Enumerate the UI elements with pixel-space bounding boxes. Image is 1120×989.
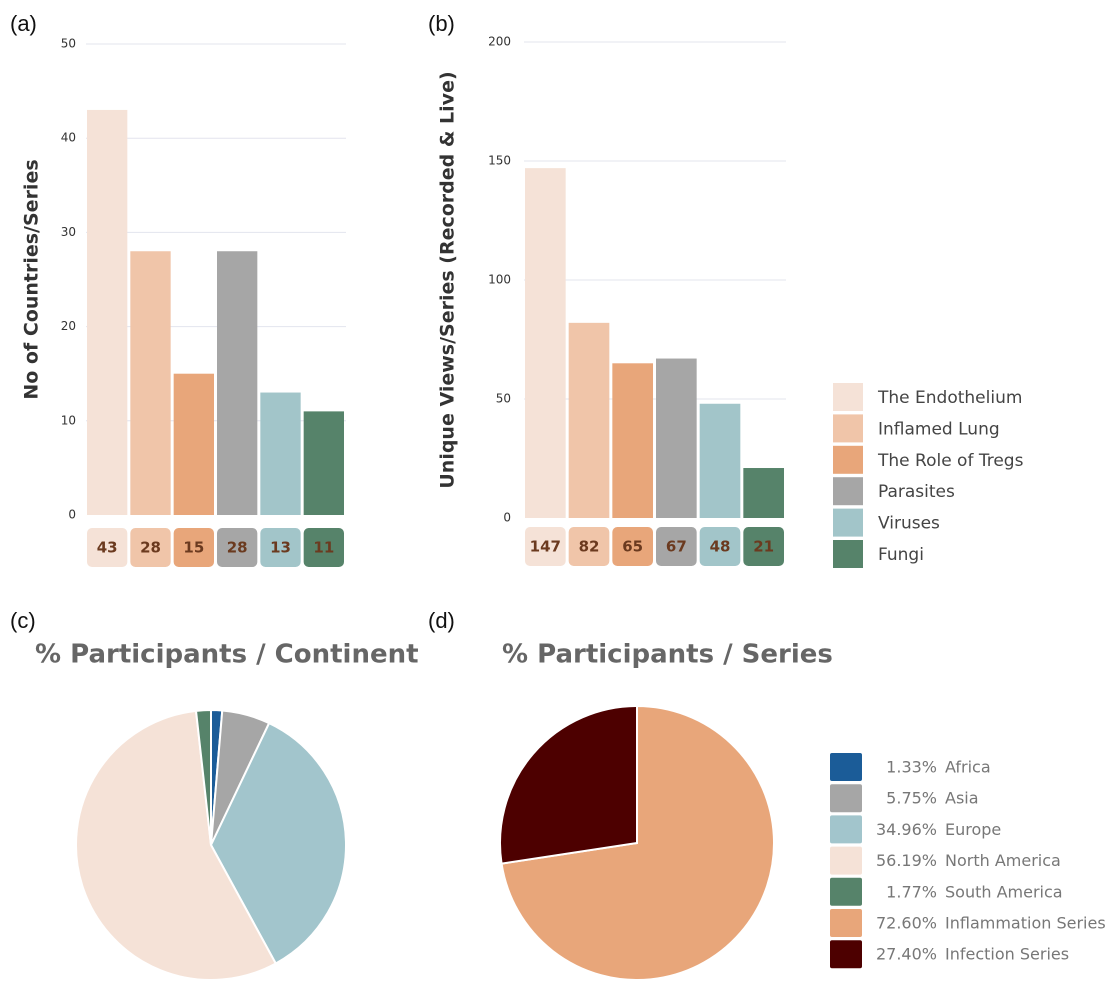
legend-label: Viruses	[878, 514, 940, 534]
y-tick-label: 50	[61, 37, 76, 51]
value-label: 28	[140, 539, 161, 557]
y-tick-label: 0	[503, 511, 511, 525]
legend-swatch	[833, 508, 863, 537]
y-tick-label: 20	[61, 319, 76, 333]
bar	[525, 168, 566, 518]
legend-swatch	[830, 753, 862, 781]
y-tick-label: 0	[68, 508, 76, 522]
pie-slice	[194, 708, 212, 846]
y-tick-label: 30	[61, 225, 76, 239]
bar	[130, 251, 171, 516]
bar	[656, 358, 697, 518]
bar	[87, 109, 128, 515]
legend-swatch	[830, 846, 862, 875]
y-tick-label: 200	[488, 35, 511, 49]
y-axis-label: No of Countries/Series	[21, 159, 43, 399]
legend-swatch	[830, 877, 862, 906]
legend-label: Inflammation Series	[945, 914, 1106, 933]
legend-value: 72.60%	[876, 914, 937, 933]
legend-value: 1.77%	[886, 882, 937, 901]
value-label-box	[130, 528, 171, 567]
value-label-box	[260, 528, 301, 567]
chart-title: % Participants / Series	[502, 640, 833, 670]
value-label-box	[525, 527, 566, 566]
value-label: 65	[622, 538, 643, 556]
legend-label: Fungi	[878, 545, 924, 565]
bar	[303, 411, 344, 515]
panel-label: (d)	[428, 608, 455, 633]
bar	[612, 363, 653, 518]
value-label: 43	[97, 539, 118, 557]
legend-swatch	[830, 784, 862, 813]
legend-swatch	[833, 383, 863, 411]
value-label: 21	[753, 538, 774, 556]
value-label-box	[612, 527, 653, 566]
legend-label: South America	[945, 882, 1063, 901]
legend-swatch	[833, 445, 863, 474]
legend-label: The Endothelium	[877, 388, 1022, 408]
legend-value: 5.75%	[886, 789, 937, 808]
value-label: 48	[710, 538, 731, 556]
legend-label: Africa	[945, 758, 991, 777]
value-label-box	[743, 527, 784, 566]
bar	[699, 403, 741, 518]
value-label: 28	[227, 539, 248, 557]
y-tick-label: 150	[488, 154, 511, 168]
value-label-box	[173, 528, 214, 567]
value-label: 147	[530, 538, 561, 556]
y-tick-label: 40	[61, 131, 76, 145]
panel-label: (c)	[10, 608, 36, 633]
bar	[173, 373, 214, 515]
value-label-box	[568, 527, 610, 566]
value-label: 13	[270, 539, 291, 557]
bar	[260, 392, 301, 515]
legend-value: 1.33%	[886, 758, 937, 777]
y-axis-label: Unique Views/Series (Recorded & Live)	[437, 71, 459, 488]
legend-label: North America	[945, 851, 1061, 870]
pie-slice	[75, 709, 278, 981]
legend-label: The Role of Tregs	[877, 451, 1024, 471]
pie-slice	[499, 704, 638, 865]
y-tick-label: 50	[496, 392, 511, 406]
bar	[743, 468, 784, 518]
panel-label: (b)	[428, 11, 455, 36]
value-label: 67	[666, 538, 687, 556]
legend-label: Parasites	[878, 482, 955, 502]
legend-value: 34.96%	[876, 820, 937, 839]
legend-label: Infection Series	[945, 945, 1069, 964]
legend-swatch	[830, 909, 862, 937]
legend-swatch	[830, 815, 862, 844]
value-label-box	[699, 527, 741, 566]
value-label: 82	[579, 538, 600, 556]
value-label: 15	[183, 539, 204, 557]
y-tick-label: 10	[61, 413, 76, 427]
legend-label: Inflamed Lung	[878, 419, 1000, 439]
legend-swatch	[833, 477, 863, 506]
legend-value: 27.40%	[876, 945, 937, 964]
value-label-box	[656, 527, 697, 566]
legend-value: 56.19%	[876, 851, 937, 870]
value-label-box	[87, 528, 128, 567]
chart-title: % Participants / Continent	[35, 640, 419, 670]
value-label: 11	[313, 539, 334, 557]
legend-label: Europe	[945, 820, 1001, 839]
legend-swatch	[833, 414, 863, 443]
bar	[568, 322, 610, 518]
pie-slice	[209, 721, 347, 965]
legend-label: Asia	[945, 789, 979, 808]
legend-swatch	[833, 540, 863, 568]
y-tick-label: 100	[488, 273, 511, 287]
value-label-box	[217, 528, 258, 567]
bar	[217, 251, 258, 516]
legend-swatch	[830, 940, 862, 969]
panel-label: (a)	[10, 11, 37, 36]
value-label-box	[303, 528, 344, 567]
